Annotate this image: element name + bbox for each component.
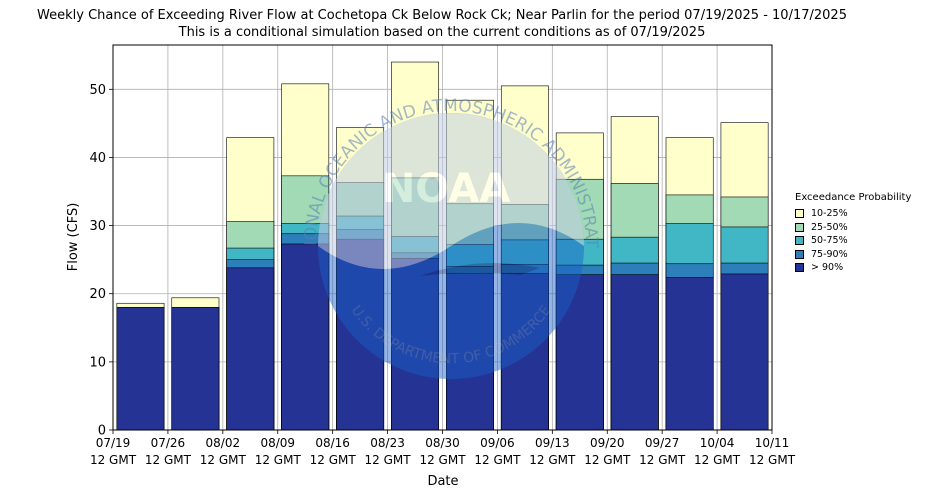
watermark-logo: NOAA <box>382 166 510 212</box>
legend-item: 75-90% <box>795 248 911 262</box>
legend: Exceedance Probability 10-25% 25-50% 50-75… <box>795 192 911 275</box>
y-axis: 0 10 20 30 40 50 <box>89 83 113 439</box>
x-tick-label: 07/19 <box>96 436 131 450</box>
legend-swatch <box>795 209 804 219</box>
legend-label: 10-25% <box>811 208 848 220</box>
x-tick-sublabel: 12 GMT <box>200 453 247 467</box>
x-tick-label: 08/30 <box>425 436 460 450</box>
watermark-upper-half <box>318 113 584 269</box>
legend-title: Exceedance Probability <box>795 192 912 203</box>
x-tick-label: 09/27 <box>645 436 680 450</box>
x-tick-label: 09/06 <box>480 436 515 450</box>
legend-item: 50-75% <box>795 234 911 248</box>
y-axis-label: Flow (CFS) <box>66 203 81 272</box>
x-tick-sublabel: 12 GMT <box>584 453 631 467</box>
bar-12-series-5 <box>720 273 769 431</box>
x-tick-label: 10/11 <box>755 436 790 450</box>
x-tick-sublabel: 12 GMT <box>310 453 357 467</box>
x-tick-sublabel: 12 GMT <box>145 453 192 467</box>
x-tick-label: 08/02 <box>206 436 241 450</box>
y-tick-label: 10 <box>89 355 106 370</box>
x-tick-label: 09/13 <box>535 436 570 450</box>
legend-item: > 90% <box>795 261 911 275</box>
x-tick-sublabel: 12 GMT <box>529 453 576 467</box>
x-tick-sublabel: 12 GMT <box>694 453 741 467</box>
bar-6-series-5 <box>391 257 439 431</box>
bar-5-series-5 <box>336 238 385 431</box>
x-axis: 07/19 12 GMT 07/26 12 GMT 08/02 12 GMT 08/09 12… <box>90 430 796 467</box>
bar-10-series-5 <box>610 274 659 431</box>
x-tick-label: 08/16 <box>315 436 350 450</box>
legend-swatch <box>795 263 804 273</box>
x-tick-label: 07/26 <box>151 436 186 450</box>
chart-subtitle: This is a conditional simulation based o… <box>178 25 706 40</box>
bar-3-series-5 <box>226 267 275 431</box>
y-tick-label: 0 <box>98 424 106 439</box>
bar-8-series-5 <box>500 272 549 431</box>
legend-swatch <box>795 249 804 259</box>
legend-label: 25-50% <box>811 221 848 233</box>
x-tick-sublabel: 12 GMT <box>419 453 466 467</box>
x-tick-sublabel: 12 GMT <box>474 453 521 467</box>
watermark-bird <box>420 263 540 276</box>
chart-title: Weekly Chance of Exceeding River Flow at… <box>37 8 847 23</box>
legend-swatch <box>795 222 804 232</box>
bar-4-series-5 <box>281 243 330 431</box>
legend-label: > 90% <box>811 262 844 274</box>
y-tick-label: 30 <box>89 219 106 234</box>
x-tick-label: 09/20 <box>590 436 625 450</box>
x-tick-sublabel: 12 GMT <box>639 453 686 467</box>
bar-7-series-5 <box>446 272 494 431</box>
legend-label: 75-90% <box>811 248 848 260</box>
x-tick-sublabel: 12 GMT <box>365 453 412 467</box>
legend-item: 10-25% <box>795 207 911 221</box>
x-tick-label: 10/04 <box>700 436 735 450</box>
x-tick-label: 08/09 <box>260 436 295 450</box>
x-axis-label: Date <box>427 474 458 489</box>
x-tick-label: 08/23 <box>370 436 405 450</box>
watermark-disc <box>318 113 584 379</box>
bar-2-series-5 <box>171 307 220 431</box>
legend-item: 25-50% <box>795 221 911 235</box>
y-tick-label: 50 <box>89 83 106 98</box>
bar-stacks <box>116 61 769 431</box>
legend-swatch <box>795 236 804 246</box>
x-tick-sublabel: 12 GMT <box>90 453 137 467</box>
y-tick-label: 20 <box>89 287 106 302</box>
y-tick-label: 40 <box>89 151 106 166</box>
legend-label: 50-75% <box>811 235 848 247</box>
bar-9-series-5 <box>555 274 604 431</box>
bar-11-series-5 <box>665 277 714 431</box>
x-tick-sublabel: 12 GMT <box>255 453 302 467</box>
bar-1-series-5 <box>116 307 165 431</box>
x-tick-sublabel: 12 GMT <box>749 453 796 467</box>
